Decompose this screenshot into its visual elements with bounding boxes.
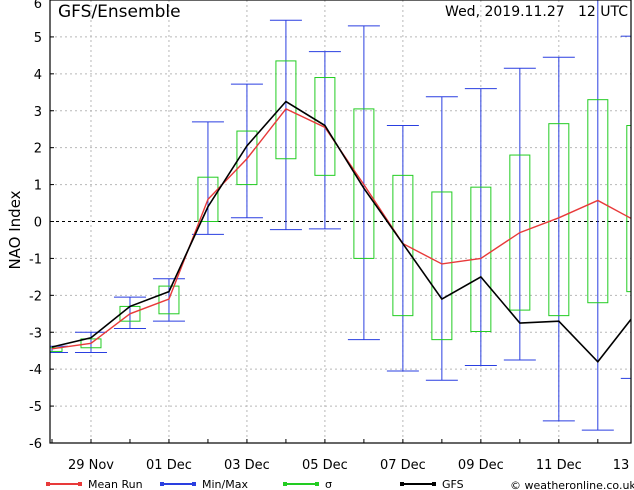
chart-run-timestamp: Wed, 2019.11.27 12 UTC (445, 4, 628, 20)
series-line-gfs (51, 100, 631, 364)
y-tick-label: -4 (29, 363, 42, 378)
minmax-whisker (269, 19, 302, 231)
y-tick-label: 5 (34, 31, 42, 46)
x-tick-label: 03 Dec (224, 458, 270, 473)
legend-label: Min/Max (202, 478, 248, 490)
legend-swatch-marker (315, 482, 319, 486)
chart-title: GFS/Ensemble (58, 2, 181, 22)
minmax-whisker (308, 51, 341, 230)
sigma-box (353, 108, 375, 259)
sigma-box (236, 130, 258, 186)
sigma-box (509, 154, 531, 311)
x-tick-label: 11 Dec (536, 458, 582, 473)
x-tick-label: 07 Dec (380, 458, 426, 473)
legend-item-minmax: Min/Max (160, 478, 248, 490)
legend-swatch-marker (46, 482, 50, 486)
legend-label: GFS (442, 478, 464, 490)
x-tick-label: 09 Dec (458, 458, 504, 473)
legend-swatch-marker (160, 482, 164, 486)
minmax-whisker (464, 88, 497, 366)
minmax-whisker (113, 296, 146, 330)
minmax-whisker-layer (50, 0, 631, 431)
series-line-layer (51, 100, 631, 364)
x-tick-label: 05 Dec (302, 458, 348, 473)
x-tick-label: 01 Dec (146, 458, 192, 473)
sigma-box (80, 338, 102, 349)
legend-label: σ (325, 478, 332, 490)
legend-item-gfs: GFS (400, 478, 464, 490)
y-tick-label: 4 (34, 68, 42, 83)
minmax-whisker (503, 67, 536, 361)
minmax-whisker (191, 121, 224, 235)
minmax-whisker (425, 96, 458, 381)
minmax-whisker (230, 83, 263, 219)
sigma-box (158, 285, 180, 315)
minmax-whisker (386, 125, 419, 372)
axis-layer (49, 0, 632, 444)
legend-swatch-marker (78, 482, 82, 486)
minmax-whisker (542, 56, 575, 422)
minmax-whisker (347, 25, 380, 341)
x-tick-label: 13 (613, 458, 630, 473)
sigma-box (392, 174, 414, 317)
y-tick-label: -1 (29, 252, 42, 267)
y-tick-label: -6 (29, 437, 42, 452)
legend-label: Mean Run (88, 478, 143, 490)
y-tick-label: -2 (29, 289, 42, 304)
legend: Mean Run Min/Max σ GFS (46, 478, 464, 490)
x-tick-label: 29 Nov (68, 458, 114, 473)
legend-swatch-marker (400, 482, 404, 486)
sigma-box (587, 99, 609, 304)
y-tick-label: -5 (29, 400, 42, 415)
y-tick-label: 6 (34, 0, 42, 12)
sigma-box (314, 77, 336, 176)
sigma-box (275, 60, 297, 160)
legend-item-mean: Mean Run (46, 478, 143, 490)
legend-item-sigma: σ (283, 478, 332, 490)
y-tick-label: 3 (34, 105, 42, 120)
minmax-whisker (581, 0, 614, 431)
y-axis-label: NAO Index (6, 190, 24, 269)
credit-text: © weatheronline.co.uk (510, 479, 634, 490)
sigma-box (548, 123, 570, 317)
tick-label-layer: -6 -5 -4 -3 -2 -1 0 1 2 3 4 5 6 29 Nov 01 Dec 03 Dec 05 … (29, 0, 629, 473)
y-tick-label: 2 (34, 142, 42, 157)
minmax-whisker (74, 331, 107, 354)
y-tick-label: -3 (29, 326, 42, 341)
sigma-box (431, 191, 453, 341)
legend-swatch-marker (283, 482, 287, 486)
y-tick-label: 0 (34, 216, 42, 231)
sigma-box (197, 176, 219, 222)
legend-swatch-marker (432, 482, 436, 486)
legend-swatch-marker (192, 482, 196, 486)
minmax-whisker (620, 35, 631, 379)
y-tick-label: 1 (34, 179, 42, 194)
